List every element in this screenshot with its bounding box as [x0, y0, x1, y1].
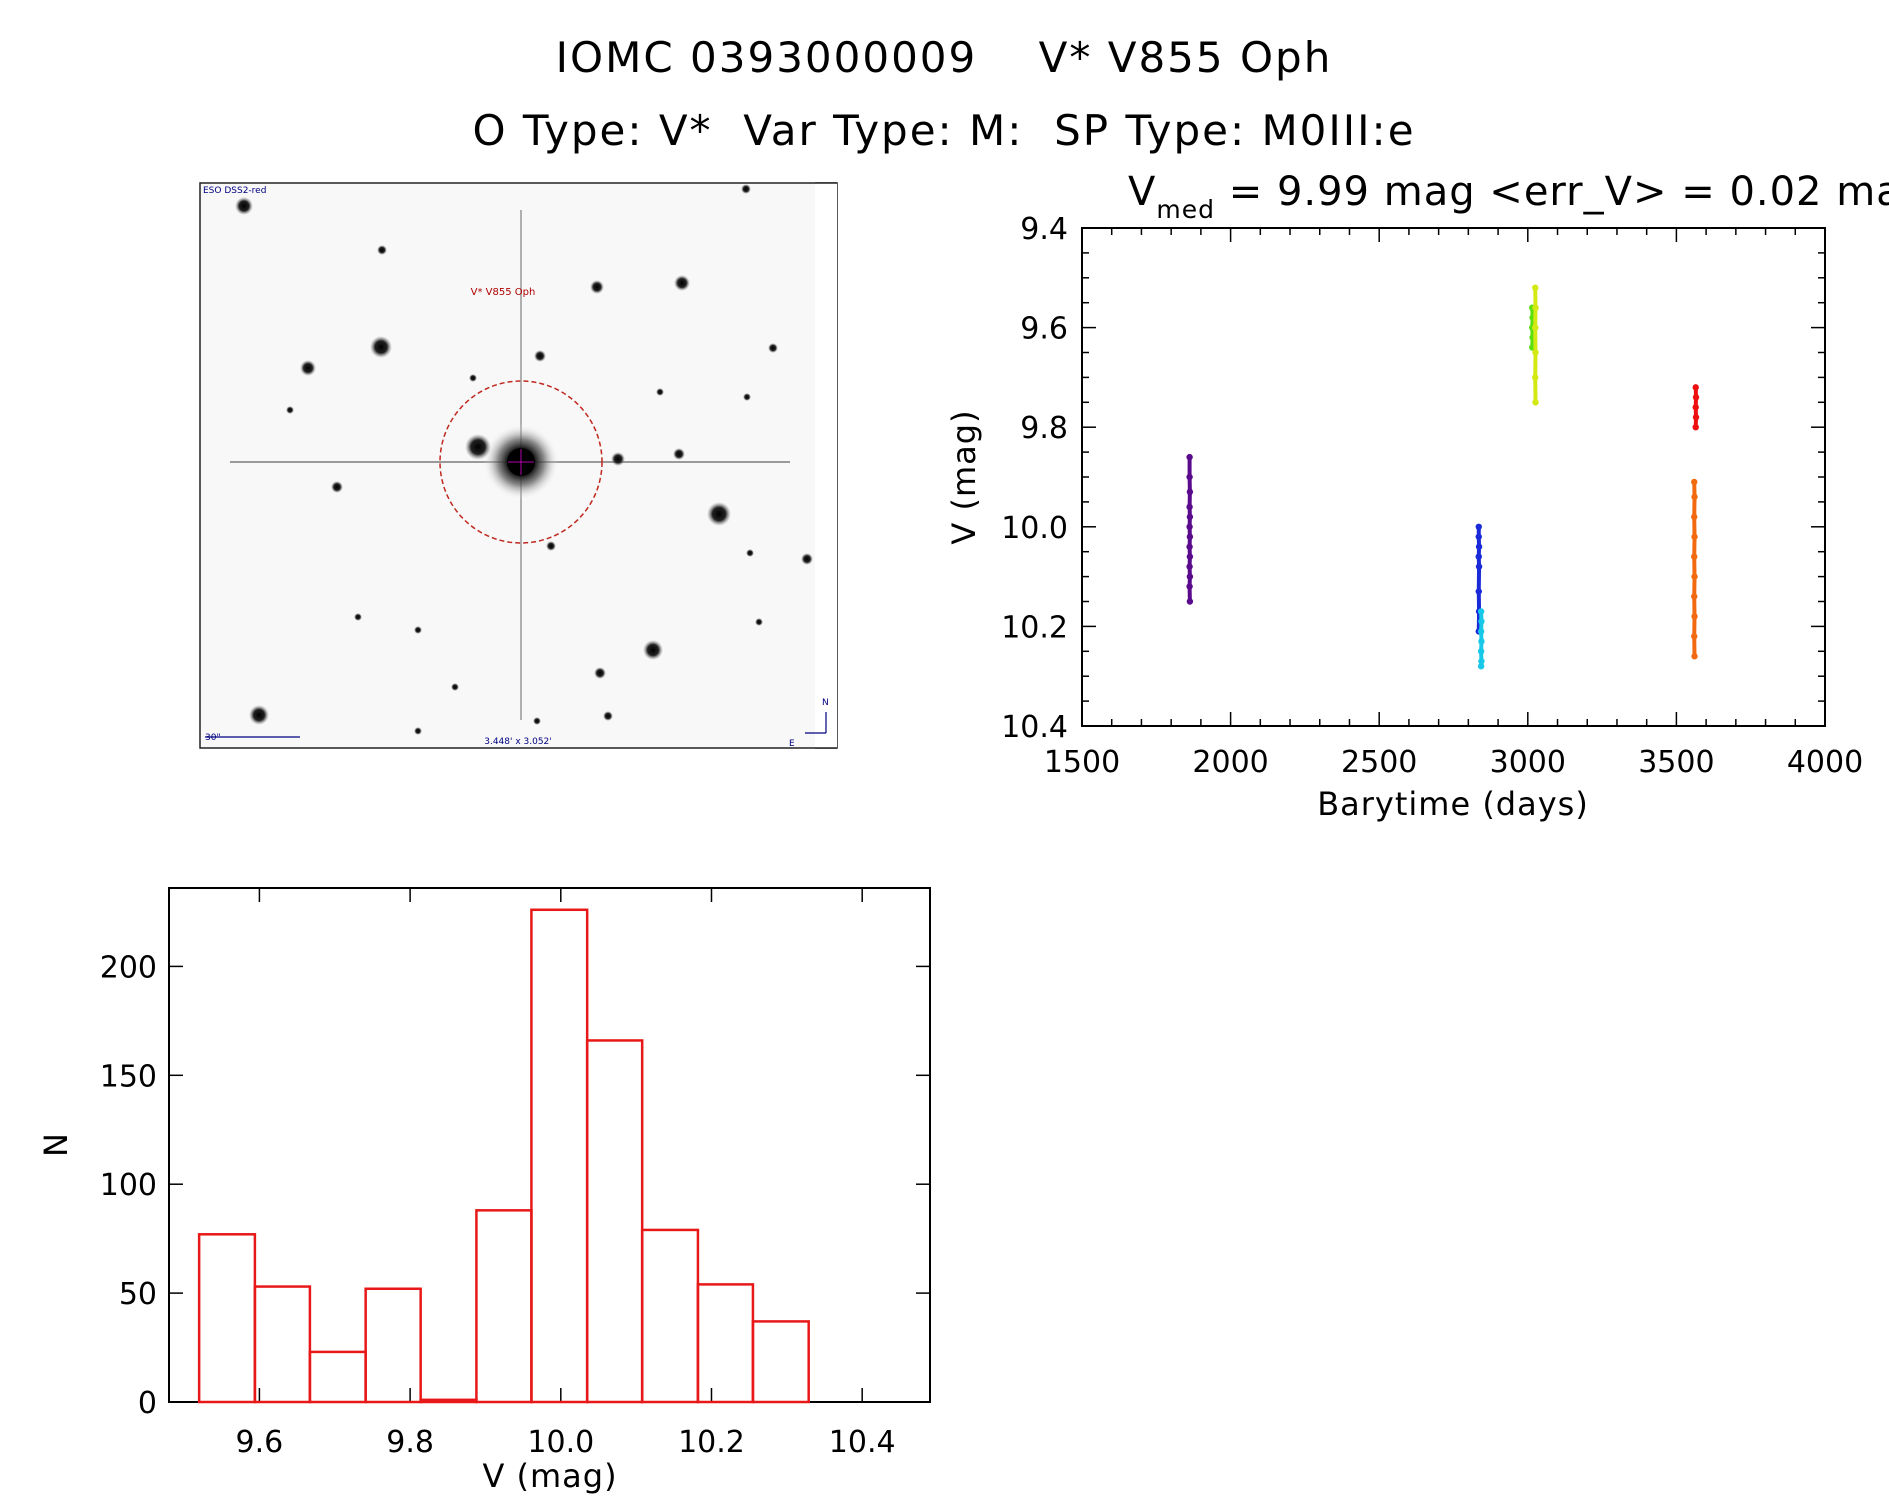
field-star [331, 481, 343, 493]
figure-subtitle: O Type: V* Var Type: M: SP Type: M0III:e [472, 106, 1415, 155]
field-star [673, 448, 685, 460]
field-star [801, 553, 813, 565]
histogram-bar [642, 1230, 698, 1402]
scale-label: 30" [205, 733, 221, 743]
figure-title: IOMC 0393000009 V* V855 Oph [556, 33, 1333, 82]
survey-label: ESO DSS2-red [203, 186, 266, 196]
light-curve-title-subscript: med [1156, 195, 1215, 224]
light-curve-ylabel: V (mag) [945, 409, 983, 544]
companion-star [465, 434, 491, 460]
light-curve-title-symbol: V [1128, 169, 1156, 215]
light-curve-points [1186, 285, 1699, 670]
histogram-bar [587, 1040, 642, 1402]
histogram-bar [366, 1289, 421, 1402]
x-tick-label: 3000 [1490, 745, 1566, 780]
x-tick-label: 4000 [1787, 745, 1863, 780]
y-tick-label: 0 [138, 1386, 157, 1421]
field-star [707, 502, 731, 526]
field-star [235, 197, 253, 215]
field-star [768, 343, 778, 353]
y-tick-label: 200 [100, 950, 157, 985]
light-curve-series [1691, 479, 1698, 660]
y-tick-label: 10.4 [1001, 710, 1068, 745]
histogram-panel: 9.6 9.8 10.0 10.2 10.4 0 50 100 150 200 V (mag) N [37, 888, 930, 1494]
light-curve-panel: Vmed = 9.99 mag <err_V> = 0.02 mag 1500 2… [945, 169, 1889, 823]
field-star [594, 667, 606, 679]
light-curve-xlabel: Barytime (days) [1317, 785, 1589, 823]
histogram-bars [199, 910, 809, 1402]
histogram-bar [753, 1321, 809, 1402]
sky-image-panel: ESO DSS2-red V* V855 Oph 30" 3.448' x 3.… [200, 183, 837, 749]
histogram-bar [310, 1352, 366, 1402]
y-tick-label: 10.0 [1001, 511, 1068, 546]
histogram-frame [169, 888, 930, 1402]
field-star [414, 626, 422, 634]
field-star [377, 245, 387, 255]
y-tick-label: 9.6 [1020, 312, 1068, 347]
light-curve-ticks: 1500 2000 2500 3000 3500 4000 9.4 9.6 9.8 10.0 10.… [1001, 212, 1863, 780]
x-tick-label: 2500 [1341, 745, 1417, 780]
field-star [746, 549, 754, 557]
y-tick-label: 9.4 [1020, 212, 1068, 247]
y-tick-label: 9.8 [1020, 411, 1068, 446]
field-star [755, 618, 763, 626]
field-star [741, 184, 751, 194]
field-star [249, 705, 269, 725]
histogram-bar [199, 1234, 255, 1402]
field-star [611, 452, 625, 466]
histogram-ylabel: N [37, 1133, 75, 1157]
field-star [603, 711, 613, 721]
histogram-bar [698, 1284, 753, 1402]
field-star [414, 727, 422, 735]
histogram-bar [421, 1400, 477, 1402]
field-star [300, 360, 316, 376]
y-tick-label: 50 [119, 1277, 157, 1312]
field-star [354, 613, 362, 621]
x-tick-label: 10.4 [829, 1425, 896, 1460]
x-tick-label: 10.2 [678, 1425, 745, 1460]
x-tick-label: 3500 [1638, 745, 1714, 780]
y-tick-label: 150 [100, 1059, 157, 1094]
field-star [590, 280, 604, 294]
field-star [451, 683, 459, 691]
histogram-bar [476, 1210, 531, 1402]
field-star [656, 388, 664, 396]
light-curve-title: Vmed = 9.99 mag <err_V> = 0.02 mag [1032, 169, 1889, 224]
light-curve-series [1693, 384, 1700, 430]
compass-east-label: E [789, 739, 795, 749]
x-tick-label: 10.0 [527, 1425, 594, 1460]
x-tick-label: 9.8 [386, 1425, 434, 1460]
light-curve-title-rest: = 9.99 mag <err_V> = 0.02 mag [1215, 169, 1889, 215]
sky-image-edge-strip [815, 183, 837, 748]
x-tick-label: 9.6 [236, 1425, 284, 1460]
field-star [370, 336, 392, 358]
light-curve-series [1186, 454, 1193, 605]
y-tick-label: 100 [100, 1168, 157, 1203]
x-tick-label: 1500 [1044, 745, 1120, 780]
field-star [743, 393, 751, 401]
field-star [643, 640, 663, 660]
x-tick-label: 2000 [1192, 745, 1268, 780]
histogram-bar [255, 1287, 310, 1402]
field-star [674, 275, 690, 291]
field-star [286, 406, 294, 414]
y-tick-label: 10.2 [1001, 610, 1068, 645]
histogram-xlabel: V (mag) [482, 1457, 617, 1494]
field-star [546, 541, 556, 551]
compass-north-label: N [822, 698, 829, 708]
target-label: V* V855 Oph [471, 287, 536, 298]
field-star [469, 374, 477, 382]
light-curve-frame [1082, 228, 1825, 726]
histogram-bar [531, 910, 587, 1402]
field-star [534, 350, 546, 362]
field-star [533, 717, 541, 725]
fov-label: 3.448' x 3.052' [484, 737, 552, 747]
histogram-ticks: 9.6 9.8 10.0 10.2 10.4 0 50 100 150 200 [100, 888, 930, 1460]
